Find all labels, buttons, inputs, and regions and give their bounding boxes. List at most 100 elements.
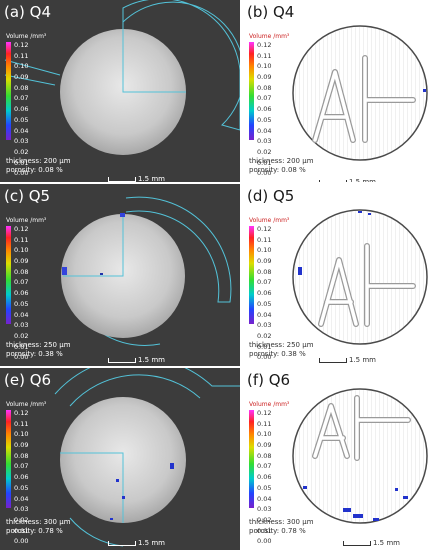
ct-slice-e [54,368,240,547]
colorbar-tick: 0.08 [257,83,272,92]
colorbar-tick: 0.06 [14,473,29,482]
colorbar-title: Volume /mm³ [249,217,290,224]
colorbar-tick: 0.00 [257,537,272,546]
colorbar-tick: 0.12 [14,409,29,417]
colorbar-tick: 0.01 [257,158,272,167]
colorbar-tick: 0.05 [257,299,272,308]
colorbar-tick: 0.03 [257,321,272,330]
panel-e: (e) Q6 Volume /mm³ 0.12 0.11 0.10 0.09 0… [0,368,240,550]
colorbar-tick: 0.09 [257,257,272,266]
colorbar-tick: 0.04 [14,494,29,503]
colorbar-ticks: 0.12 0.11 0.10 0.09 0.08 0.07 0.06 0.05 … [257,40,287,179]
scale-label: 1.5 mm [138,539,165,547]
thickness-text: thickness: 300 µm [6,518,71,526]
colorbar [6,410,11,508]
colorbar-tick: 0.01 [14,526,29,535]
colorbar-title: Volume /mm³ [6,33,47,40]
surface-scan-b [292,25,428,161]
thickness-text: thickness: 300 µm [249,518,314,526]
colorbar-tick: 0.09 [14,441,29,450]
colorbar-tick: 0.07 [14,462,29,471]
colorbar-tick: 0.11 [14,51,29,60]
colorbar-tick: 0.00 [257,353,272,362]
panel-label: (d) Q5 [247,187,295,205]
scale-bar: 1.5 mm [319,178,376,182]
colorbar-tick: 0.02 [257,331,272,340]
colorbar-tick: 0.09 [257,441,272,450]
colorbar-tick: 0.07 [257,278,272,287]
panel-f: (f) Q6 Volume /mm³ 0.12 0.11 0.10 0.09 0… [243,368,431,550]
colorbar-tick: 0.01 [257,342,272,351]
colorbar-title: Volume /mm³ [6,401,47,408]
colorbar-ticks: 0.12 0.11 0.10 0.09 0.08 0.07 0.06 0.05 … [14,224,44,363]
scale-bar: 1.5 mm [108,356,165,364]
colorbar-tick: 0.07 [257,94,272,103]
colorbar-tick: 0.06 [257,105,272,114]
porosity-text: porosity: 0.78 % [249,527,306,535]
colorbar-tick: 0.09 [14,257,29,266]
colorbar-tick: 0.03 [257,137,272,146]
colorbar-tick: 0.08 [14,451,29,460]
colorbar-tick: 0.01 [14,342,29,351]
scale-bar: 1.5 mm [108,539,165,547]
colorbar-tick: 0.10 [14,430,29,439]
colorbar-tick: 0.06 [257,289,272,298]
colorbar-tick: 0.09 [14,73,29,82]
colorbar-tick: 0.00 [14,537,29,546]
colorbar-tick: 0.02 [257,147,272,156]
scale-label: 1.5 mm [138,175,165,182]
colorbar-tick: 0.06 [257,473,272,482]
colorbar-ticks: 0.12 0.11 0.10 0.09 0.08 0.07 0.06 0.05 … [14,408,44,547]
colorbar-tick: 0.05 [257,483,272,492]
colorbar-tick: 0.06 [14,105,29,114]
colorbar-tick: 0.10 [14,246,29,255]
porosity-text: porosity: 0.78 % [6,527,63,535]
colorbar-tick: 0.12 [257,225,272,233]
colorbar-ticks: 0.12 0.11 0.10 0.09 0.08 0.07 0.06 0.05 … [14,40,44,179]
colorbar-tick: 0.08 [14,83,29,92]
colorbar-tick: 0.07 [14,94,29,103]
colorbar-tick: 0.04 [14,310,29,319]
colorbar-tick: 0.04 [257,310,272,319]
colorbar [6,226,11,324]
panel-label: (e) Q6 [4,371,52,389]
panel-c: (c) Q5 Volume /mm³ 0.12 0.11 0.10 0.09 0… [0,184,240,366]
panel-label: (f) Q6 [247,371,291,389]
colorbar-tick: 0.06 [14,289,29,298]
colorbar-tick: 0.01 [14,158,29,167]
colorbar [249,42,254,140]
colorbar-tick: 0.10 [14,62,29,71]
scale-bar: 1.5 mm [343,539,400,547]
colorbar [6,42,11,140]
thickness-text: thickness: 250 µm [249,341,314,349]
colorbar-tick: 0.02 [14,331,29,340]
colorbar-tick: 0.04 [257,126,272,135]
scale-label: 1.5 mm [349,178,376,182]
colorbar-tick: 0.12 [14,41,29,49]
colorbar-tick: 0.02 [14,515,29,524]
surface-scan-d [292,209,428,345]
colorbar-tick: 0.10 [257,246,272,255]
colorbar-tick: 0.07 [257,462,272,471]
colorbar-tick: 0.05 [14,115,29,124]
colorbar-tick: 0.12 [257,41,272,49]
colorbar-tick: 0.02 [14,147,29,156]
colorbar-ticks: 0.12 0.11 0.10 0.09 0.08 0.07 0.06 0.05 … [257,408,287,547]
panel-d: (d) Q5 Volume /mm³ 0.12 0.11 0.10 0.09 0… [243,184,431,366]
colorbar-tick: 0.08 [257,267,272,276]
colorbar-tick: 0.05 [14,483,29,492]
colorbar-tick: 0.07 [14,278,29,287]
colorbar [249,226,254,324]
colorbar-tick: 0.10 [257,62,272,71]
colorbar-tick: 0.11 [14,235,29,244]
colorbar-title: Volume /mm³ [6,217,47,224]
colorbar-tick: 0.12 [14,225,29,233]
scale-bar: 1.5 mm [319,356,376,364]
scale-bar: 1.5 mm [108,175,165,182]
panel-a: (a) Q4 Volume /mm³ 0.12 0.11 0.10 0.09 0… [0,0,240,182]
porosity-text: porosity: 0.08 % [6,166,63,174]
ct-slice-a [4,0,240,155]
panel-label: (b) Q4 [247,3,295,21]
scale-label: 1.5 mm [138,356,165,364]
panel-label: (a) Q4 [4,3,52,21]
